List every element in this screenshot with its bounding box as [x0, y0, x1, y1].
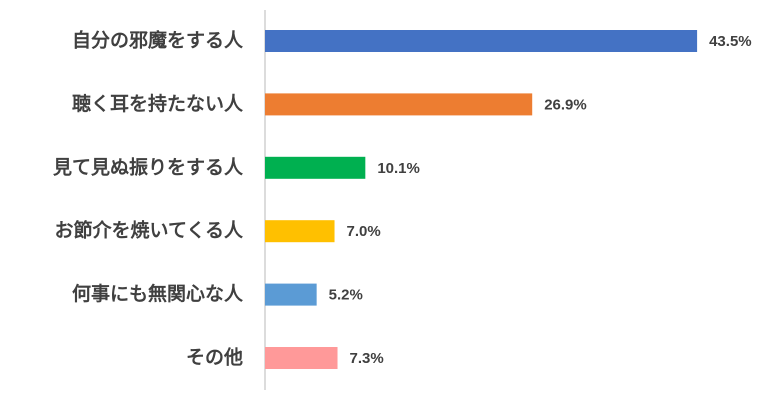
- category-label: その他: [186, 346, 243, 369]
- value-label: 10.1%: [377, 160, 420, 177]
- category-label: 何事にも無関心な人: [72, 282, 244, 305]
- category-label: 見て見ぬ振りをする人: [53, 155, 244, 178]
- category-label: 聴く耳を持たない人: [72, 92, 244, 115]
- bar: [265, 347, 338, 369]
- value-label: 26.9%: [544, 96, 587, 113]
- bar: [265, 30, 698, 52]
- category-label: お節介を焼いてくる人: [55, 219, 244, 242]
- value-label: 5.2%: [329, 287, 363, 304]
- bar: [265, 283, 317, 306]
- value-label: 43.5%: [709, 33, 752, 50]
- bar: [265, 156, 366, 179]
- value-label: 7.0%: [347, 223, 381, 240]
- value-label: 7.3%: [350, 350, 384, 367]
- category-label: 自分の邪魔をする人: [72, 29, 244, 52]
- bar: [265, 93, 533, 116]
- bar: [265, 220, 335, 243]
